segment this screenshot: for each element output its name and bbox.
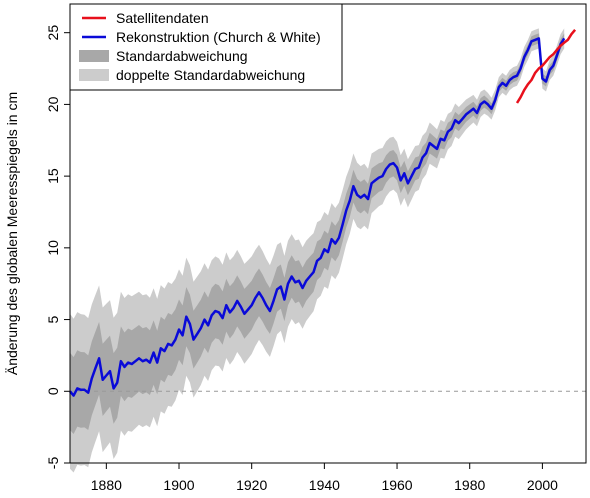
legend-label: doppelte Standardabweichung (116, 67, 305, 83)
legend-label: Rekonstruktion (Church & White) (116, 29, 321, 45)
y-axis-title: Änderung des globalen Meeresspiegels in … (4, 92, 20, 375)
series-line-reconstruction (69, 37, 566, 397)
legend-box (69, 3, 343, 91)
y-tick-label: -5 (45, 457, 61, 470)
y-tick-label: 0 (45, 387, 61, 395)
y-tick-label: 15 (45, 168, 61, 184)
legend: Satellitendaten Rekonstruktion (Church & … (69, 3, 343, 91)
inner-band-layer (70, 33, 565, 435)
legend-label: Satellitendaten (116, 10, 209, 26)
band-stddev (70, 33, 565, 435)
y-tick-label: 20 (45, 96, 61, 112)
x-tick-label: 1920 (236, 477, 267, 493)
x-tick-label: 2000 (527, 477, 558, 493)
series-line-satellite (515, 28, 577, 104)
series-layer (69, 28, 577, 397)
y-tick-label: 25 (45, 25, 61, 41)
legend-label: Standardabweichung (116, 48, 248, 64)
x-tick-label: 1880 (91, 477, 122, 493)
x-tick-label: 1980 (454, 477, 485, 493)
legend-swatch (79, 69, 109, 81)
legend-swatch (79, 50, 109, 62)
y-tick-label: 10 (45, 240, 61, 256)
y-axis: -5 0 5 10 15 20 25 (45, 25, 70, 470)
y-tick-label: 5 (45, 315, 61, 323)
x-tick-label: 1900 (163, 477, 194, 493)
x-tick-label: 1940 (309, 477, 340, 493)
x-axis: 1880 1900 1920 1940 1960 1980 2000 (91, 463, 558, 493)
x-tick-label: 1960 (381, 477, 412, 493)
